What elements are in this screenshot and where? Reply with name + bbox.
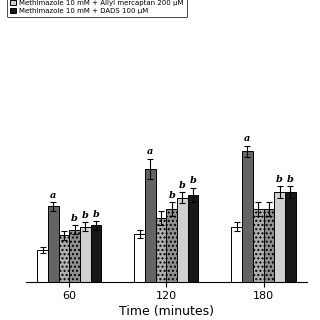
Text: b: b — [287, 175, 294, 184]
Bar — [274, 192, 285, 282]
Bar — [80, 227, 91, 282]
Text: b: b — [190, 176, 196, 185]
Bar — [253, 209, 263, 282]
Bar — [59, 235, 69, 282]
Text: b: b — [276, 175, 283, 184]
X-axis label: Time (minutes): Time (minutes) — [119, 306, 214, 318]
Bar — [91, 225, 101, 282]
Text: a: a — [147, 148, 154, 156]
Text: b: b — [92, 210, 100, 219]
Bar — [242, 151, 253, 282]
Bar — [263, 209, 274, 282]
Text: b: b — [179, 181, 186, 190]
Bar — [188, 195, 198, 282]
Bar — [37, 250, 48, 282]
Text: a: a — [50, 191, 56, 200]
Bar — [134, 234, 145, 282]
Bar — [177, 198, 188, 282]
Bar — [48, 206, 59, 282]
Text: b: b — [82, 211, 89, 220]
Legend: Control, Methimazole 10 mM, N-methylthiourea 1 mM, Methimazole 10 mM + NAC 200 μ: Control, Methimazole 10 mM, N-methylthio… — [6, 0, 187, 17]
Text: b: b — [71, 214, 78, 223]
Bar — [231, 227, 242, 282]
Bar — [166, 209, 177, 282]
Bar — [156, 218, 166, 282]
Text: b: b — [168, 191, 175, 200]
Bar — [285, 192, 296, 282]
Bar — [69, 229, 80, 282]
Bar — [145, 169, 156, 282]
Text: a: a — [244, 134, 251, 143]
